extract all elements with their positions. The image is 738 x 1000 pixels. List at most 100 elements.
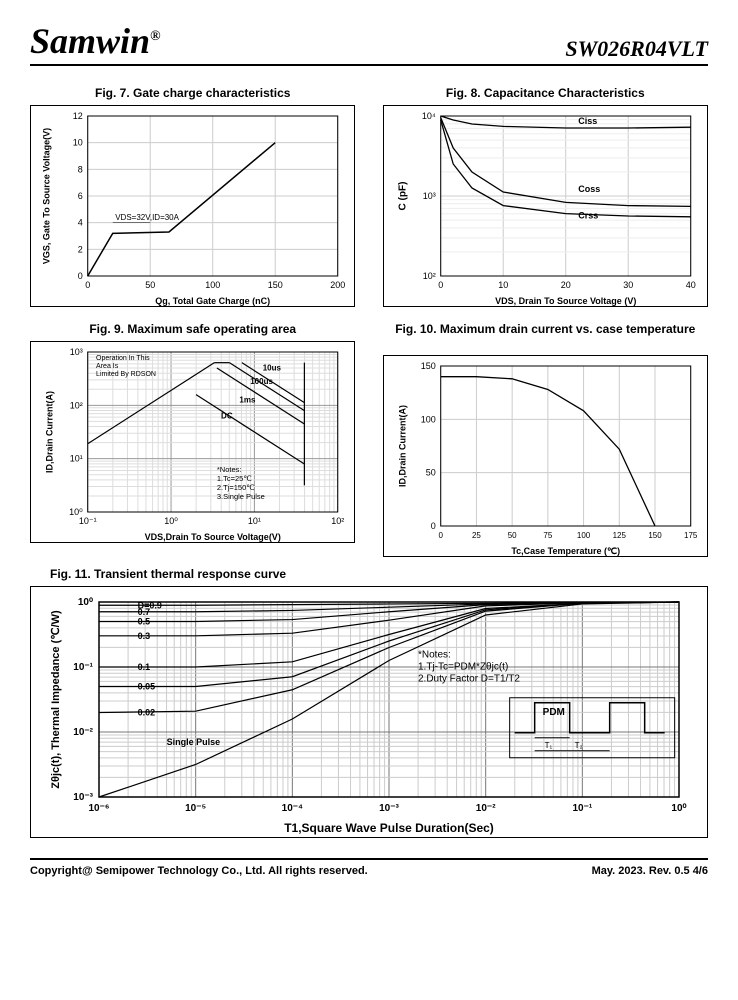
svg-text:0.7: 0.7 [138, 607, 151, 617]
svg-text:10³: 10³ [70, 347, 83, 357]
svg-text:1.Tj-Tc=PDM*Zθjc(t): 1.Tj-Tc=PDM*Zθjc(t) [418, 661, 508, 672]
fig8-col: Fig. 8. Capacitance Characteristics 0 10 2… [383, 81, 708, 307]
fig7-svg: 050100150200024681012VDS=32V,ID=30AQg, T… [31, 106, 354, 306]
svg-text:10us: 10us [263, 364, 282, 373]
svg-text:2: 2 [78, 244, 83, 254]
svg-text:20: 20 [560, 280, 570, 290]
fig11-chart: 10⁻⁶ 10⁻⁵ 10⁻⁴ 10⁻³ 10⁻² 10⁻¹ 10⁰ 10⁻³ 10⁻² 10⁻¹ 1… [30, 586, 708, 838]
svg-text:10⁰: 10⁰ [164, 516, 178, 526]
fig10-svg: 0255075100125150175050100150Tc,Case Temp… [384, 356, 707, 556]
footer-right: May. 2023. Rev. 0.5 4/6 [592, 865, 708, 877]
logo-sup: ® [150, 29, 160, 44]
svg-text:0.02: 0.02 [138, 708, 156, 718]
svg-text:10⁰: 10⁰ [78, 597, 93, 608]
svg-text:4: 4 [78, 218, 83, 228]
svg-text:10⁻⁴: 10⁻⁴ [282, 803, 303, 814]
svg-text:0: 0 [430, 521, 435, 531]
svg-text:10⁴: 10⁴ [421, 111, 435, 121]
svg-text:100: 100 [576, 531, 590, 540]
svg-text:0: 0 [438, 531, 443, 540]
fig10-chart: 0255075100125150175050100150Tc,Case Temp… [383, 355, 708, 557]
svg-text:150: 150 [420, 361, 435, 371]
svg-text:VDS,Drain To Source Voltage(V): VDS,Drain To Source Voltage(V) [145, 532, 281, 542]
svg-text:1.Tc=25℃: 1.Tc=25℃ [217, 474, 252, 483]
svg-text:0: 0 [78, 271, 83, 281]
fig9-chart: 10⁻¹10⁰10¹10²10⁰10¹10²10³Operation In Th… [30, 341, 355, 543]
fig8-chart: 01020304010²10³10⁴CissCossCrssVDS, Drain… [383, 105, 708, 307]
logo: Samwin® [30, 20, 161, 62]
svg-text:10⁰: 10⁰ [69, 507, 83, 517]
svg-text:50: 50 [507, 531, 516, 540]
fig8-svg: 01020304010²10³10⁴CissCossCrssVDS, Drain… [384, 106, 707, 306]
footer: Copyright@ Semipower Technology Co., Ltd… [30, 858, 708, 877]
svg-text:50: 50 [145, 280, 155, 290]
row-9-10: Fig. 9. Maximum safe operating area 10⁻¹… [30, 317, 708, 557]
svg-text:2.Tj=150℃: 2.Tj=150℃ [217, 483, 255, 492]
svg-text:Ciss: Ciss [578, 116, 597, 126]
part-number: SW026R04VLT [565, 36, 708, 62]
svg-text:75: 75 [543, 531, 552, 540]
fig8-title: Fig. 8. Capacitance Characteristics [383, 86, 708, 100]
fig11-title: Fig. 11. Transient thermal response curv… [50, 567, 708, 581]
svg-text:1ms: 1ms [239, 396, 256, 405]
svg-text:0.05: 0.05 [138, 682, 156, 692]
svg-text:10⁻²: 10⁻² [476, 803, 496, 814]
svg-text:*Notes:: *Notes: [217, 465, 242, 474]
svg-text:100us: 100us [250, 377, 273, 386]
fig7-title: Fig. 7. Gate charge characteristics [30, 86, 355, 100]
svg-text:10²: 10² [70, 400, 83, 410]
svg-text:Operation In This: Operation In This [96, 355, 150, 362]
svg-text:10⁻²: 10⁻² [73, 727, 93, 738]
svg-text:ID,Drain Current(A): ID,Drain Current(A) [45, 391, 55, 473]
svg-text:Tc,Case Temperature (℃): Tc,Case Temperature (℃) [511, 546, 620, 556]
svg-text:6: 6 [78, 191, 83, 201]
svg-text:10⁰: 10⁰ [671, 803, 686, 814]
header: Samwin® SW026R04VLT [30, 20, 708, 66]
svg-text:12: 12 [73, 111, 83, 121]
svg-text:8: 8 [78, 164, 83, 174]
fig11-svg: 10⁻⁶ 10⁻⁵ 10⁻⁴ 10⁻³ 10⁻² 10⁻¹ 10⁰ 10⁻³ 10⁻² 10⁻¹ 1… [31, 587, 707, 837]
svg-text:10²: 10² [331, 516, 344, 526]
svg-text:10⁻⁶: 10⁻⁶ [88, 803, 109, 814]
svg-text:200: 200 [330, 280, 345, 290]
svg-text:0.1: 0.1 [138, 662, 151, 672]
svg-text:150: 150 [268, 280, 283, 290]
svg-text:VGS, Gate To Source Voltage(V): VGS, Gate To Source Voltage(V) [42, 128, 52, 264]
svg-text:10¹: 10¹ [70, 454, 83, 464]
svg-text:0.3: 0.3 [138, 631, 151, 641]
footer-left: Copyright@ Semipower Technology Co., Ltd… [30, 865, 368, 877]
svg-text:10⁻³: 10⁻³ [73, 792, 93, 803]
svg-text:Single Pulse: Single Pulse [167, 737, 221, 747]
svg-text:10⁻³: 10⁻³ [379, 803, 399, 814]
svg-text:Crss: Crss [578, 210, 598, 220]
svg-text:VDS=32V,ID=30A: VDS=32V,ID=30A [115, 213, 179, 222]
svg-text:0: 0 [438, 280, 443, 290]
svg-text:2.Duty Factor D=T1/T2: 2.Duty Factor D=T1/T2 [418, 673, 520, 684]
svg-text:VDS, Drain To Source Voltage (: VDS, Drain To Source Voltage (V) [495, 296, 636, 306]
svg-text:10⁻¹: 10⁻¹ [572, 803, 592, 814]
svg-text:10⁻¹: 10⁻¹ [73, 662, 93, 673]
svg-text:40: 40 [685, 280, 695, 290]
svg-text:Limited By RDSON: Limited By RDSON [96, 371, 156, 378]
svg-text:175: 175 [684, 531, 698, 540]
row-7-8: Fig. 7. Gate charge characteristics 0 50 1… [30, 81, 708, 307]
svg-text:T₁: T₁ [545, 741, 553, 750]
svg-text:C (pF): C (pF) [397, 182, 408, 211]
svg-text:10³: 10³ [422, 191, 435, 201]
fig9-col: Fig. 9. Maximum safe operating area 10⁻¹… [30, 317, 355, 557]
svg-text:10¹: 10¹ [248, 516, 261, 526]
logo-text: Samwin [30, 21, 150, 61]
svg-text:3.Single Pulse: 3.Single Pulse [217, 492, 265, 501]
fig10-col: Fig. 10. Maximum drain current vs. case … [383, 317, 708, 557]
svg-text:10: 10 [73, 138, 83, 148]
svg-text:Coss: Coss [578, 184, 600, 194]
page: Samwin® SW026R04VLT Fig. 7. Gate charge … [0, 0, 738, 897]
svg-text:100: 100 [420, 414, 435, 424]
fig7-chart: 050100150200024681012VDS=32V,ID=30AQg, T… [30, 105, 355, 307]
svg-text:PDM: PDM [543, 707, 565, 718]
svg-text:10⁻⁵: 10⁻⁵ [185, 803, 206, 814]
svg-text:50: 50 [425, 468, 435, 478]
svg-text:ID,Drain Current(A): ID,Drain Current(A) [397, 405, 407, 487]
svg-text:10: 10 [498, 280, 508, 290]
svg-text:125: 125 [612, 531, 626, 540]
